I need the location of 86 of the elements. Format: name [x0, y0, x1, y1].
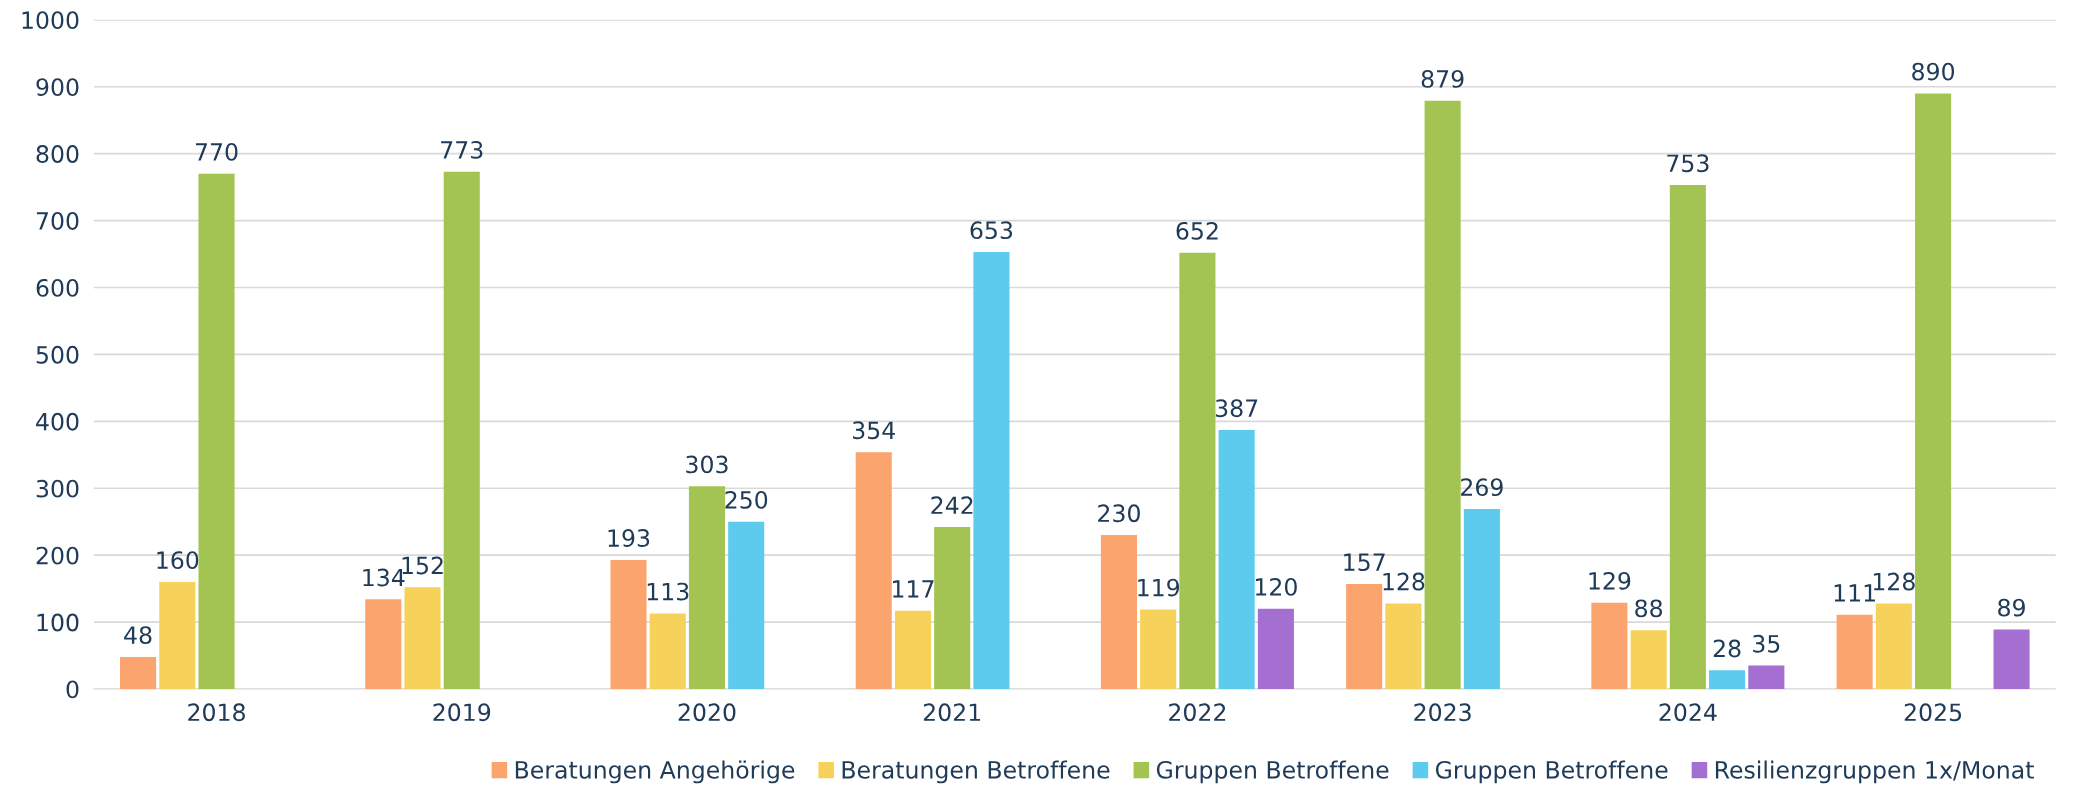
y-tick-label: 300 [36, 479, 79, 498]
data-label: 111 [1834, 584, 1875, 602]
y-tick-label: 900 [36, 78, 79, 97]
data-label: 129 [1589, 571, 1631, 590]
x-tick-label: 2018 [188, 703, 245, 722]
y-tick-label: 0 [66, 680, 79, 699]
x-tick-label: 2019 [433, 703, 491, 722]
data-label: 387 [1215, 399, 1258, 418]
x-tick-label: 2022 [1169, 703, 1226, 722]
data-label: 120 [1255, 577, 1297, 596]
data-label: 117 [893, 580, 934, 598]
data-label: 113 [647, 582, 689, 601]
bar [159, 581, 196, 690]
data-label: 193 [608, 529, 650, 547]
bar [198, 173, 235, 690]
x-tick-label: 2020 [678, 703, 736, 722]
legend-label: Gruppen Betroffene [1156, 760, 1389, 784]
legend-label: Beratungen Betroffene [842, 760, 1110, 784]
bar [1218, 430, 1255, 690]
y-tick-label: 200 [36, 546, 79, 565]
bar [1993, 629, 2030, 690]
bar [894, 610, 932, 690]
bar [443, 171, 480, 690]
x-tick-label: 2023 [1414, 703, 1471, 722]
x-tick-label: 2024 [1659, 703, 1717, 722]
bar [1591, 602, 1628, 690]
y-tick-label: 600 [36, 278, 79, 297]
y-tick-label: 500 [36, 345, 79, 364]
data-label: 354 [852, 421, 895, 440]
bar [1424, 100, 1461, 690]
bar [688, 486, 726, 690]
data-label: 303 [686, 455, 728, 474]
data-label: 269 [1461, 478, 1503, 497]
legend-label: Gruppen Betroffene [1435, 760, 1668, 784]
bar [855, 452, 892, 690]
data-label: 653 [970, 221, 1013, 240]
bar [404, 587, 441, 690]
bar [1346, 583, 1383, 690]
bar [1875, 603, 1912, 690]
bar [934, 527, 971, 690]
bar [1179, 252, 1216, 690]
data-label: 88 [1635, 599, 1663, 618]
data-label: 773 [441, 140, 483, 159]
data-label: 230 [1098, 504, 1140, 523]
y-tick-label: 400 [36, 412, 79, 431]
bar [973, 252, 1010, 690]
data-label: 119 [1138, 578, 1180, 597]
legend-label: Resilienzgruppen 1x/Monat [1715, 760, 2034, 784]
bar [1669, 185, 1706, 690]
data-label: 242 [931, 496, 973, 514]
data-label: 89 [1998, 598, 2025, 617]
bar [365, 599, 402, 690]
data-label: 753 [1667, 154, 1709, 173]
data-label: 128 [1383, 572, 1425, 591]
bar [1630, 630, 1667, 690]
data-label: 652 [1176, 221, 1218, 240]
bar [649, 613, 686, 690]
bar [1915, 93, 1952, 690]
y-tick-label: 700 [36, 212, 79, 230]
bar [1140, 609, 1177, 690]
data-label: 890 [1912, 62, 1955, 81]
y-tick-label: 800 [36, 145, 79, 163]
data-label: 160 [157, 551, 199, 570]
x-tick-label: 2025 [1904, 703, 1962, 722]
data-label: 250 [725, 490, 768, 509]
bar [1463, 509, 1500, 690]
bar [728, 521, 765, 690]
y-tick-label: 100 [37, 613, 79, 632]
bar [1709, 670, 1746, 690]
data-label: 879 [1421, 70, 1464, 88]
bar [1385, 603, 1422, 690]
data-label: 128 [1873, 572, 1915, 591]
bar [1100, 535, 1137, 690]
bar [1748, 665, 1785, 690]
data-label: 35 [1753, 634, 1780, 653]
x-tick-label: 2021 [923, 703, 981, 722]
bar [1836, 614, 1873, 690]
data-label: 28 [1713, 639, 1741, 658]
y-tick-label: 1000 [22, 11, 79, 30]
bar [120, 656, 157, 690]
legend-label: Beratungen Angehörige [515, 760, 795, 784]
bar [610, 559, 647, 690]
data-label: 157 [1344, 553, 1385, 572]
bar [1257, 608, 1294, 690]
data-label: 48 [124, 626, 152, 645]
data-label: 770 [195, 142, 238, 161]
